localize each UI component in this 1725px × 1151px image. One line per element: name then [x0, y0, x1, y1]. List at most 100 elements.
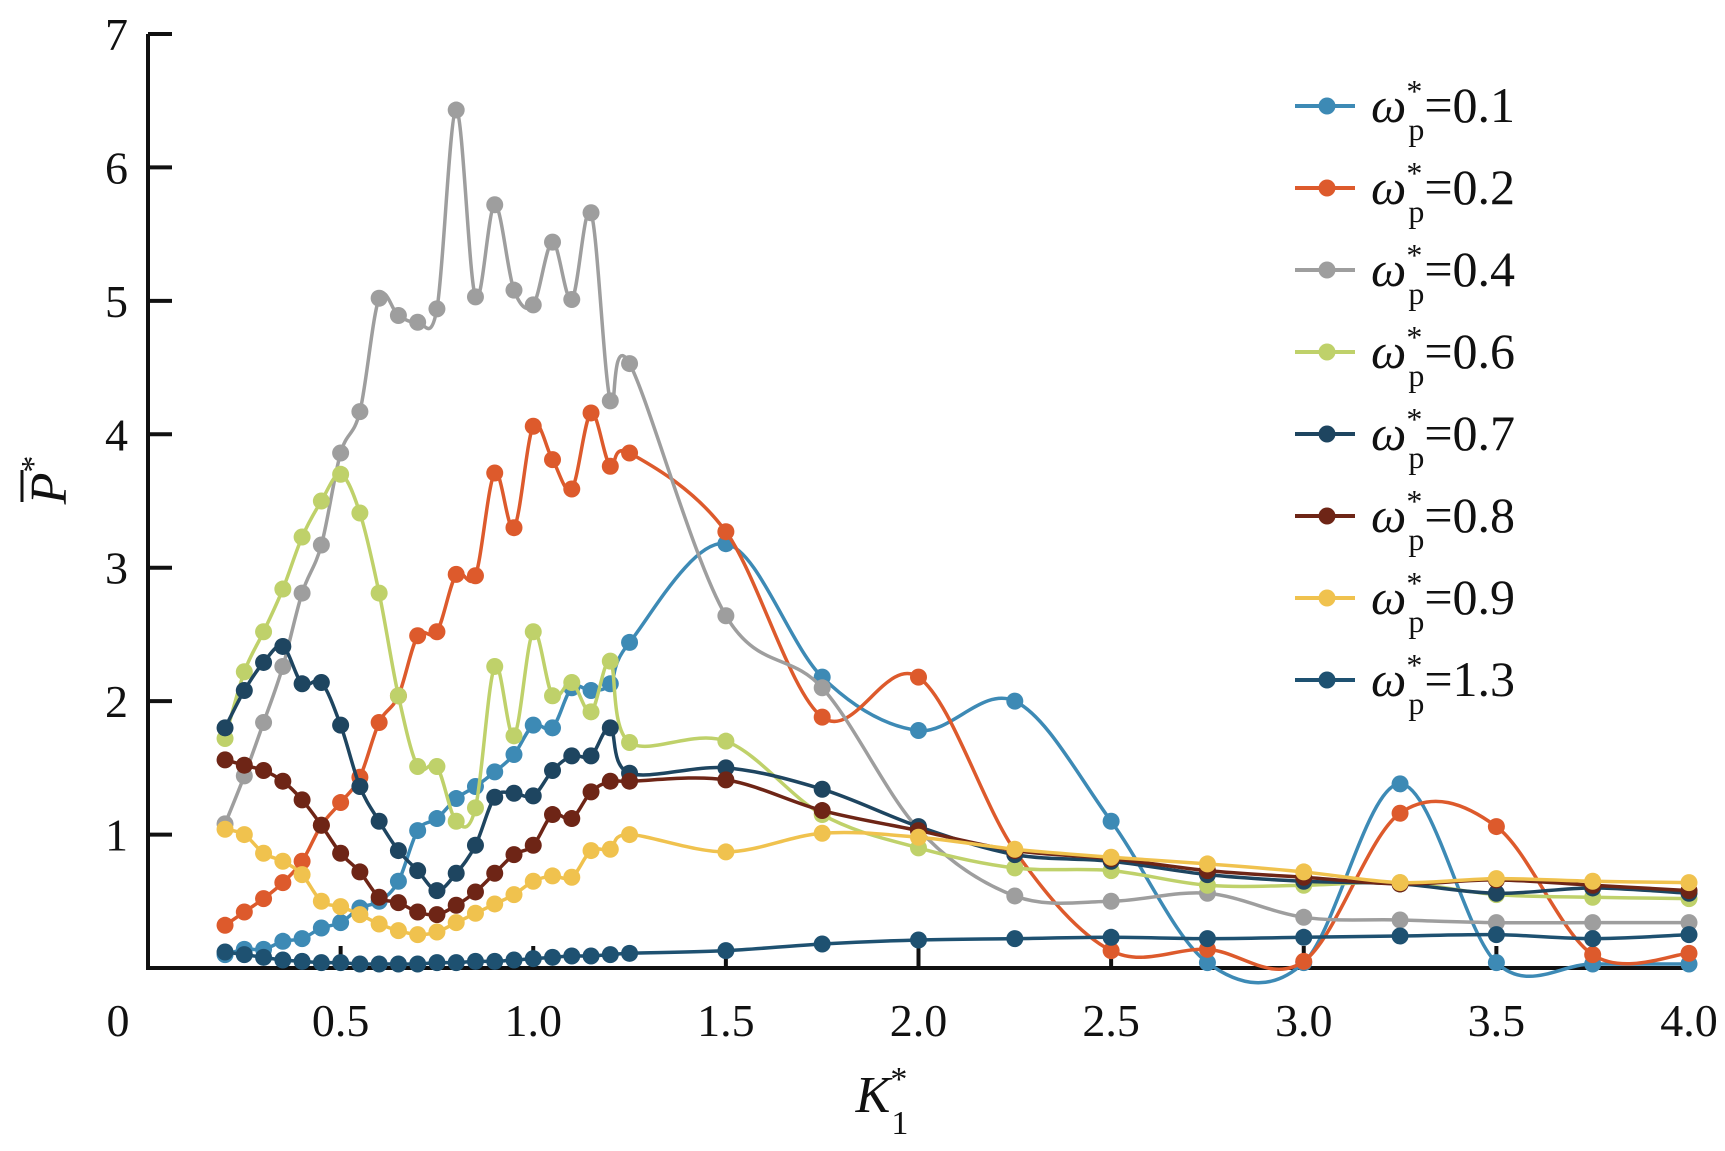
- data-point: [582, 404, 600, 422]
- legend-label-base: ω: [1371, 77, 1406, 133]
- legend-label-value: =0.6: [1424, 323, 1515, 379]
- data-point: [621, 444, 639, 462]
- data-point: [332, 914, 350, 932]
- data-point: [717, 607, 735, 625]
- y-tick-label: 3: [105, 543, 128, 594]
- legend-label-sup: *: [1406, 565, 1422, 601]
- data-point: [428, 882, 446, 900]
- data-point: [505, 727, 523, 745]
- data-point: [910, 931, 927, 949]
- data-point: [370, 289, 388, 307]
- legend-label-value: =0.1: [1424, 77, 1515, 133]
- data-point: [389, 955, 407, 973]
- data-point: [1006, 887, 1024, 905]
- data-point: [293, 528, 311, 546]
- data-point: [370, 584, 388, 602]
- legend-label-base: ω: [1371, 159, 1406, 215]
- data-point: [274, 657, 292, 675]
- data-point: [235, 681, 253, 699]
- data-point: [717, 942, 735, 960]
- data-point: [293, 584, 311, 602]
- legend-label-sup: *: [1406, 237, 1422, 273]
- data-point: [332, 465, 350, 483]
- data-point: [505, 746, 523, 764]
- data-point: [486, 657, 504, 675]
- legend-label-sub: p: [1408, 357, 1424, 393]
- data-point: [216, 916, 234, 934]
- data-point: [563, 673, 581, 691]
- data-point: [1006, 692, 1024, 710]
- data-point: [389, 922, 407, 940]
- legend-entry: ω* p=0.1: [1295, 73, 1515, 147]
- data-point: [293, 866, 311, 884]
- data-point: [1102, 942, 1120, 960]
- data-point: [601, 946, 619, 964]
- data-point: [563, 868, 581, 886]
- data-point: [601, 652, 619, 670]
- data-point: [621, 633, 639, 651]
- data-point: [563, 291, 581, 309]
- legend-label-value: =0.2: [1424, 159, 1515, 215]
- data-point: [1680, 944, 1698, 962]
- data-point: [216, 719, 234, 737]
- x-tick-label: 4.0: [1660, 995, 1718, 1046]
- legend-marker: [1318, 179, 1336, 197]
- data-point: [813, 935, 831, 953]
- y-tick-label: 4: [105, 409, 128, 460]
- data-point: [544, 687, 562, 705]
- data-point: [621, 772, 639, 790]
- data-point: [428, 954, 446, 972]
- legend-label: ω* p=0.8: [1371, 483, 1515, 557]
- data-point: [274, 852, 292, 870]
- data-point: [544, 719, 562, 737]
- legend-label-sup: *: [1406, 155, 1422, 191]
- series-0.9: [216, 820, 1698, 944]
- data-point: [428, 810, 446, 828]
- series-group: [216, 101, 1698, 985]
- data-point: [235, 826, 253, 844]
- data-point: [1102, 892, 1120, 910]
- data-point: [312, 919, 330, 937]
- data-point: [505, 519, 523, 537]
- data-point: [1295, 863, 1313, 881]
- series-line: [224, 411, 1690, 971]
- legend-label-sub: p: [1408, 521, 1424, 557]
- legend: ω* p=0.1ω* p=0.2ω* p=0.4ω* p=0.6ω* p=0.7ω* p=0…: [1295, 73, 1515, 721]
- data-point: [409, 627, 427, 645]
- data-point: [293, 675, 311, 693]
- series-line: [223, 108, 1689, 925]
- data-point: [910, 722, 927, 739]
- legend-label-sup: *: [1406, 319, 1422, 355]
- data-point: [544, 762, 562, 780]
- data-point: [1487, 884, 1505, 902]
- data-point: [524, 872, 542, 890]
- data-point: [1584, 930, 1602, 948]
- legend-label-base: ω: [1371, 569, 1406, 625]
- data-point: [1295, 908, 1313, 926]
- data-point: [1487, 914, 1505, 932]
- data-point: [1006, 840, 1024, 858]
- data-point: [505, 886, 523, 904]
- data-point: [563, 947, 581, 965]
- data-point: [486, 895, 504, 913]
- legend-label-sup: *: [1406, 73, 1422, 109]
- data-point: [293, 952, 311, 970]
- data-point: [255, 762, 273, 780]
- x-axis-label-sub: 1: [891, 1105, 908, 1142]
- data-point: [428, 623, 446, 641]
- legend-marker: [1318, 589, 1336, 607]
- legend-label-sub: p: [1408, 111, 1424, 147]
- data-point: [1102, 812, 1120, 830]
- legend-marker: [1318, 425, 1336, 443]
- data-point: [524, 950, 542, 968]
- data-point: [409, 862, 427, 880]
- data-point: [1391, 927, 1409, 945]
- legend-entry: ω* p=0.8: [1295, 483, 1515, 557]
- data-point: [274, 951, 292, 969]
- legend-entry: ω* p=0.7: [1295, 401, 1515, 475]
- data-point: [1487, 818, 1505, 836]
- data-point: [370, 888, 388, 906]
- data-point: [1391, 874, 1409, 892]
- data-point: [1680, 926, 1698, 944]
